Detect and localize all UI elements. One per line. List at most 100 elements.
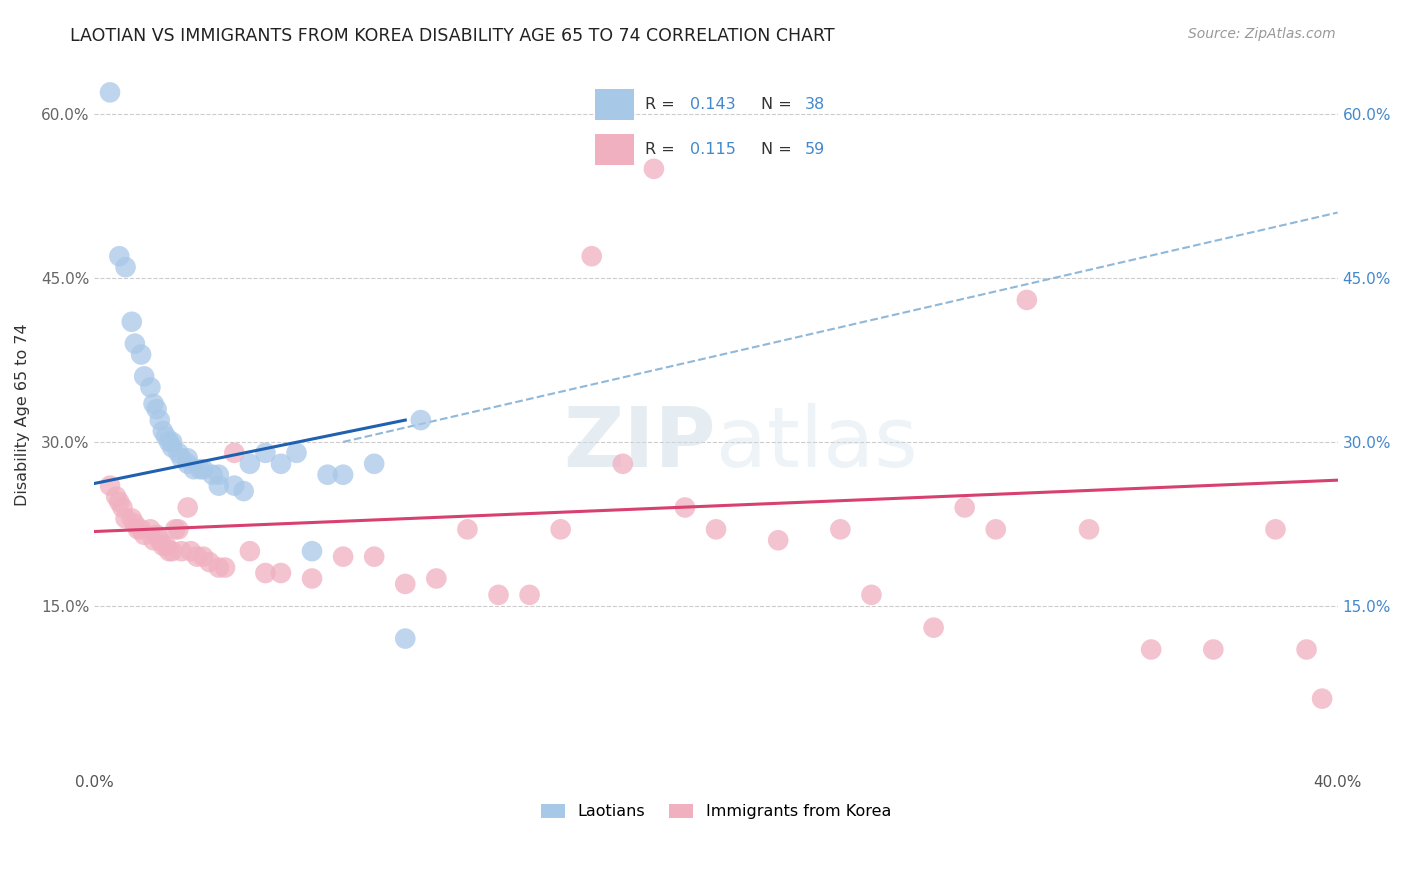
Point <box>1078 522 1101 536</box>
Point <box>124 336 146 351</box>
Text: 0.115: 0.115 <box>690 142 735 157</box>
Point <box>224 478 246 492</box>
Text: N =: N = <box>761 142 797 157</box>
Point <box>142 397 165 411</box>
Point <box>301 544 323 558</box>
Point <box>519 588 541 602</box>
Point <box>108 495 131 509</box>
Point <box>214 560 236 574</box>
Point <box>98 86 121 100</box>
Point <box>704 522 727 536</box>
Point <box>922 621 945 635</box>
Legend: Laotians, Immigrants from Korea: Laotians, Immigrants from Korea <box>534 797 897 826</box>
Text: LAOTIAN VS IMMIGRANTS FROM KOREA DISABILITY AGE 65 TO 74 CORRELATION CHART: LAOTIAN VS IMMIGRANTS FROM KOREA DISABIL… <box>70 27 835 45</box>
Point <box>254 566 277 580</box>
Point <box>155 539 177 553</box>
Point <box>167 446 190 460</box>
Point <box>224 446 246 460</box>
Point <box>108 249 131 263</box>
FancyBboxPatch shape <box>595 135 634 165</box>
Point <box>165 522 187 536</box>
Point <box>1310 691 1333 706</box>
Point <box>139 380 162 394</box>
FancyBboxPatch shape <box>595 89 634 120</box>
Point <box>160 544 183 558</box>
Point <box>830 522 852 536</box>
Point <box>121 511 143 525</box>
Text: N =: N = <box>761 97 797 112</box>
Point <box>183 462 205 476</box>
Point <box>394 632 416 646</box>
Point <box>1264 522 1286 536</box>
Point <box>170 544 193 558</box>
Point <box>643 161 665 176</box>
Point <box>766 533 789 548</box>
Text: atlas: atlas <box>716 402 918 483</box>
Point <box>105 490 128 504</box>
Point <box>127 522 149 536</box>
Point <box>1295 642 1317 657</box>
Text: ZIP: ZIP <box>564 402 716 483</box>
Point <box>145 402 167 417</box>
Point <box>152 539 174 553</box>
Y-axis label: Disability Age 65 to 74: Disability Age 65 to 74 <box>15 323 30 506</box>
Point <box>160 441 183 455</box>
Point <box>177 451 200 466</box>
Point <box>114 511 136 525</box>
Point <box>180 544 202 558</box>
Point <box>363 549 385 564</box>
Point <box>550 522 572 536</box>
Point <box>201 467 224 482</box>
Point <box>198 555 221 569</box>
Point <box>860 588 883 602</box>
Point <box>188 462 211 476</box>
Point <box>1140 642 1163 657</box>
Point <box>581 249 603 263</box>
Point <box>98 478 121 492</box>
Point <box>149 413 172 427</box>
Point <box>1202 642 1225 657</box>
Point <box>673 500 696 515</box>
Point <box>157 544 180 558</box>
Text: 0.143: 0.143 <box>690 97 735 112</box>
Point <box>167 522 190 536</box>
Point <box>394 577 416 591</box>
Text: 38: 38 <box>804 97 825 112</box>
Point <box>270 457 292 471</box>
Point <box>208 560 231 574</box>
Point <box>142 533 165 548</box>
Point <box>984 522 1007 536</box>
Point <box>239 544 262 558</box>
Point <box>1015 293 1038 307</box>
Point <box>129 347 152 361</box>
Point <box>285 446 308 460</box>
Point <box>316 467 339 482</box>
Point <box>488 588 510 602</box>
Point <box>270 566 292 580</box>
Point <box>186 549 208 564</box>
Point <box>129 522 152 536</box>
Point <box>363 457 385 471</box>
Point <box>170 451 193 466</box>
Text: 59: 59 <box>804 142 825 157</box>
Point <box>332 467 354 482</box>
Point <box>114 260 136 274</box>
Point <box>239 457 262 471</box>
Point <box>152 424 174 438</box>
Point <box>953 500 976 515</box>
Point <box>193 462 215 476</box>
Point <box>145 528 167 542</box>
Point <box>254 446 277 460</box>
Point <box>612 457 634 471</box>
Point <box>121 315 143 329</box>
Point <box>332 549 354 564</box>
Point <box>301 572 323 586</box>
Point <box>177 500 200 515</box>
Text: R =: R = <box>645 97 681 112</box>
Point <box>139 522 162 536</box>
Point <box>456 522 478 536</box>
Point <box>177 457 200 471</box>
Point <box>232 484 254 499</box>
Point <box>208 467 231 482</box>
Point <box>193 549 215 564</box>
